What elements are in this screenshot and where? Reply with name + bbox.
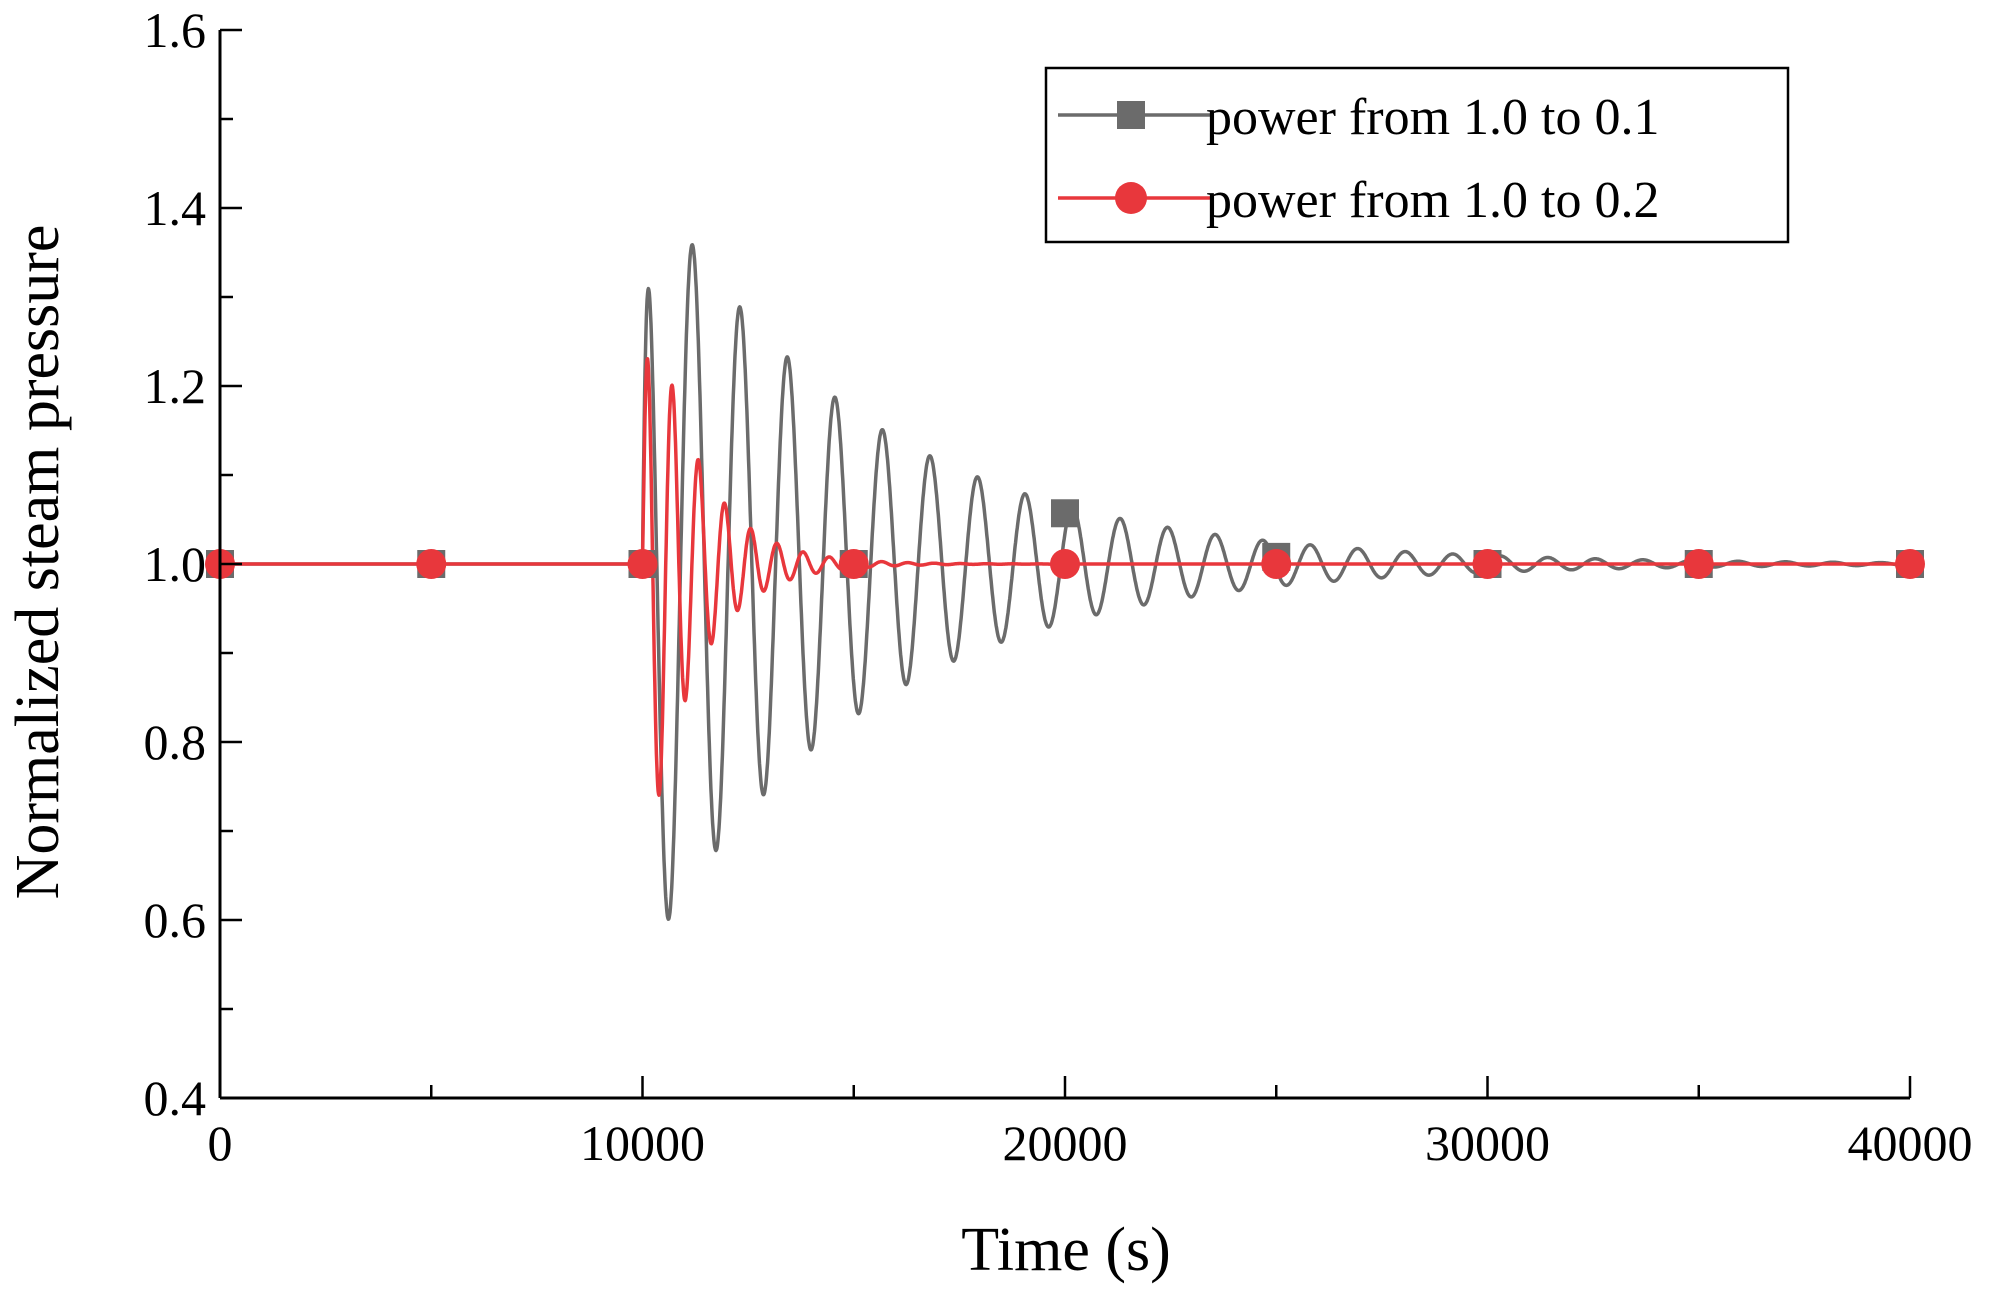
series-2-marker <box>1895 549 1925 579</box>
legend-marker-series-1 <box>1117 101 1145 129</box>
axes: 0 10000 20000 30000 40000 0.4 0.6 0.8 1.0 1.2 1.4 1… <box>144 2 1973 1171</box>
y-tick-label: 1.0 <box>144 536 207 592</box>
series-2-marker <box>1683 549 1714 579</box>
legend: power from 1.0 to 0.1 power from 1.0 to … <box>1044 66 1790 244</box>
x-tick-label: 30000 <box>1425 1115 1550 1171</box>
legend-label-series-1: power from 1.0 to 0.1 <box>1206 89 1659 146</box>
y-tick-label: 1.2 <box>144 358 207 414</box>
y-tick-label: 0.8 <box>144 714 207 770</box>
series-line-1 <box>218 243 1912 921</box>
y-tick-label: 0.6 <box>144 892 207 948</box>
y-tick-label: 0.4 <box>144 1070 207 1126</box>
series-2-marker <box>1472 549 1503 579</box>
series-2-marker <box>416 549 447 579</box>
y-axis-title: Normalized steam pressure <box>4 225 72 900</box>
x-axis-title: Time (s) <box>961 1216 1171 1284</box>
x-tick-label: 40000 <box>1848 1115 1973 1171</box>
series-2-marker <box>1261 549 1292 579</box>
legend-label-series-2: power from 1.0 to 0.2 <box>1206 172 1659 229</box>
legend-marker-series-2 <box>1115 182 1147 214</box>
series-2-marker <box>627 549 658 579</box>
x-tick-label: 20000 <box>1003 1115 1128 1171</box>
y-tick-label: 1.4 <box>144 180 207 236</box>
x-tick-label: 0 <box>208 1115 233 1171</box>
series-2-marker <box>1050 549 1080 579</box>
y-tick-label: 1.6 <box>144 2 207 58</box>
series-2-marker <box>838 549 869 579</box>
series-layer <box>205 243 1925 921</box>
x-tick-label: 10000 <box>580 1115 705 1171</box>
series-1-marker <box>1051 499 1079 528</box>
legend-box <box>1044 66 1790 244</box>
